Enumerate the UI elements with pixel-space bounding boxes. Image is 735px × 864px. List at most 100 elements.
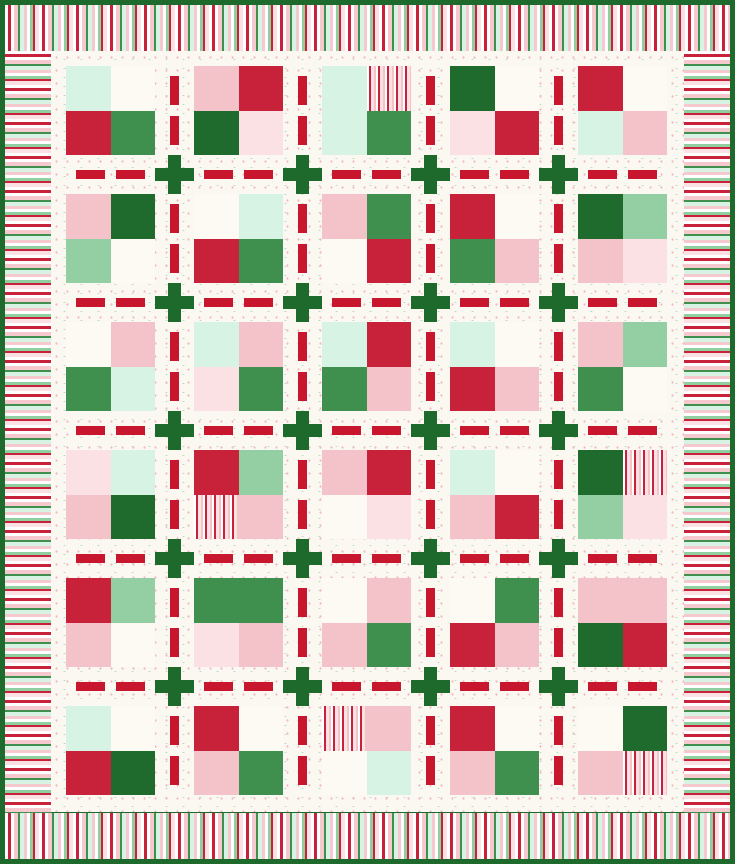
fabric-square-lightpink	[366, 494, 411, 539]
sashing-dash	[170, 628, 179, 657]
sashing-dash	[298, 372, 307, 401]
cross-arm	[168, 283, 181, 322]
sashing-dash	[298, 500, 307, 529]
fabric-square-green	[366, 194, 411, 239]
sashing-dash	[332, 426, 361, 435]
fabric-square-pink	[578, 578, 623, 623]
sashing-dash	[426, 244, 435, 273]
fabric-square-palegreen	[238, 450, 283, 495]
cornerstone-cross	[155, 155, 194, 194]
fabric-square-mint	[450, 322, 495, 367]
sashing-dash	[554, 460, 563, 489]
fabric-square-pink	[66, 622, 111, 667]
sashing-dash	[76, 298, 105, 307]
sashing-dash	[204, 554, 233, 563]
cross-arm	[296, 411, 309, 450]
fabric-square-white	[110, 622, 155, 667]
cornerstone-cross	[155, 539, 194, 578]
sashing-dash	[332, 298, 361, 307]
sashing-dash	[628, 554, 657, 563]
fabric-square-palegreen	[110, 578, 155, 623]
fabric-square-white	[110, 238, 155, 283]
sashing-dash	[332, 554, 361, 563]
fabric-square-mint	[366, 750, 411, 795]
quilt-block	[322, 706, 411, 795]
sashing-dash	[298, 204, 307, 233]
sashing-dash	[170, 244, 179, 273]
fabric-square-white	[494, 66, 539, 111]
quilt-block	[450, 578, 539, 667]
sashing-dash	[426, 116, 435, 145]
cornerstone-cross	[155, 283, 194, 322]
fabric-square-green	[238, 238, 283, 283]
fabric-square-mint	[66, 66, 111, 111]
fabric-square-darkgreen	[622, 706, 667, 751]
fabric-square-pink	[322, 450, 367, 495]
sashing-dash	[116, 426, 145, 435]
fabric-square-green	[450, 238, 495, 283]
fabric-square-white	[110, 706, 155, 751]
fabric-square-green	[578, 366, 623, 411]
sashing-dash	[500, 170, 529, 179]
cross-arm	[296, 283, 309, 322]
fabric-square-green	[238, 366, 283, 411]
fabric-square-white	[322, 494, 367, 539]
sashing-dash	[244, 682, 273, 691]
sashing-dash	[500, 426, 529, 435]
cross-arm	[168, 667, 181, 706]
sashing-dash	[76, 682, 105, 691]
sashing-dash	[460, 554, 489, 563]
quilt-block	[450, 66, 539, 155]
sashing-dash	[204, 682, 233, 691]
sashing-dash	[628, 426, 657, 435]
quilt-block	[578, 66, 667, 155]
sashing-dash	[298, 716, 307, 745]
sashing-dash	[298, 244, 307, 273]
cross-arm	[424, 155, 437, 194]
sashing-dash	[500, 682, 529, 691]
fabric-square-white	[322, 238, 367, 283]
fabric-square-darkgreen	[578, 450, 623, 495]
quilt-block	[66, 322, 155, 411]
cross-arm	[424, 411, 437, 450]
sashing-dash	[554, 372, 563, 401]
quilt-block	[322, 194, 411, 283]
fabric-square-pink	[578, 238, 623, 283]
fabric-square-red	[450, 622, 495, 667]
sashing-dash	[76, 426, 105, 435]
quilt-block	[194, 194, 283, 283]
sashing-dash	[554, 500, 563, 529]
fabric-square-white	[494, 194, 539, 239]
fabric-square-pink	[238, 622, 283, 667]
fabric-square-pink	[110, 322, 155, 367]
cross-arm	[296, 667, 309, 706]
quilt-block	[322, 450, 411, 539]
sashing-dash	[460, 298, 489, 307]
fabric-square-pink	[238, 494, 283, 539]
sashing-dash	[244, 170, 273, 179]
sashing-dash	[460, 682, 489, 691]
fabric-square-mint	[110, 450, 155, 495]
sashing-dash	[170, 460, 179, 489]
fabric-square-pink	[238, 322, 283, 367]
fabric-square-lightpink	[238, 110, 283, 155]
fabric-square-pink	[194, 66, 239, 111]
fabric-square-pink	[194, 750, 239, 795]
quilt-block	[322, 322, 411, 411]
sashing-dash	[588, 682, 617, 691]
fabric-square-stripe	[366, 66, 411, 111]
quilt-block	[578, 322, 667, 411]
sashing-dash	[170, 116, 179, 145]
fabric-square-white	[494, 322, 539, 367]
right-stripe-border	[684, 51, 730, 813]
fabric-square-red	[366, 238, 411, 283]
fabric-square-white	[110, 66, 155, 111]
sashing-dash	[116, 554, 145, 563]
sashing-dash	[554, 588, 563, 617]
fabric-square-lightpink	[622, 494, 667, 539]
fabric-square-red	[66, 110, 111, 155]
quilt-block	[578, 706, 667, 795]
fabric-square-palegreen	[66, 238, 111, 283]
sashing-dash	[170, 76, 179, 105]
quilt-block	[66, 706, 155, 795]
